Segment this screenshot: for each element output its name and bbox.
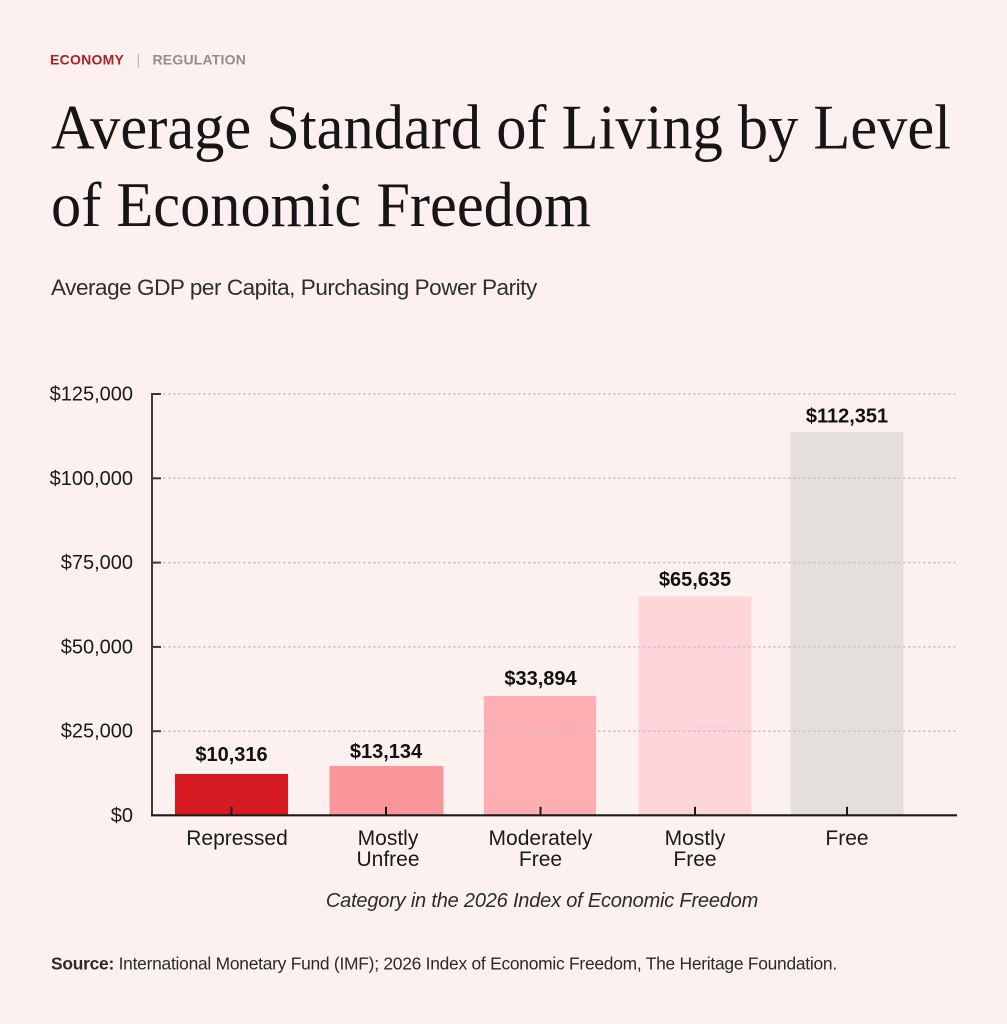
svg-text:|: | <box>137 53 141 69</box>
svg-text:Average Standard of Living by: Average Standard of Living by Level <box>51 92 951 162</box>
svg-text:Free: Free <box>673 848 716 871</box>
svg-text:$33,894: $33,894 <box>504 668 577 690</box>
svg-text:$125,000: $125,000 <box>50 384 133 406</box>
svg-text:$25,000: $25,000 <box>61 721 133 743</box>
svg-text:ECONOMY: ECONOMY <box>50 52 125 68</box>
svg-text:$65,635: $65,635 <box>659 569 731 591</box>
svg-text:Moderately: Moderately <box>489 827 593 850</box>
svg-text:REGULATION: REGULATION <box>153 52 247 68</box>
svg-text:$50,000: $50,000 <box>61 636 133 658</box>
svg-text:Repressed: Repressed <box>186 827 288 850</box>
svg-text:Source: International Monetary: Source: International Monetary Fund (IMF… <box>51 953 837 973</box>
svg-text:Average GDP per Capita, Purcha: Average GDP per Capita, Purchasing Power… <box>51 275 538 300</box>
svg-text:$100,000: $100,000 <box>50 468 133 490</box>
svg-text:$75,000: $75,000 <box>61 552 133 574</box>
svg-text:Mostly: Mostly <box>358 827 419 850</box>
svg-text:of Economic Freedom: of Economic Freedom <box>51 170 591 240</box>
svg-text:$0: $0 <box>111 805 133 827</box>
svg-text:$112,351: $112,351 <box>806 406 888 428</box>
svg-text:Category in the 2026 Index of: Category in the 2026 Index of Economic F… <box>326 890 758 912</box>
svg-text:$13,134: $13,134 <box>350 741 423 763</box>
svg-text:Unfree: Unfree <box>356 848 419 871</box>
svg-text:$10,316: $10,316 <box>195 744 267 766</box>
svg-text:Free: Free <box>519 848 562 871</box>
svg-text:Mostly: Mostly <box>665 827 726 850</box>
svg-text:Free: Free <box>825 827 868 850</box>
